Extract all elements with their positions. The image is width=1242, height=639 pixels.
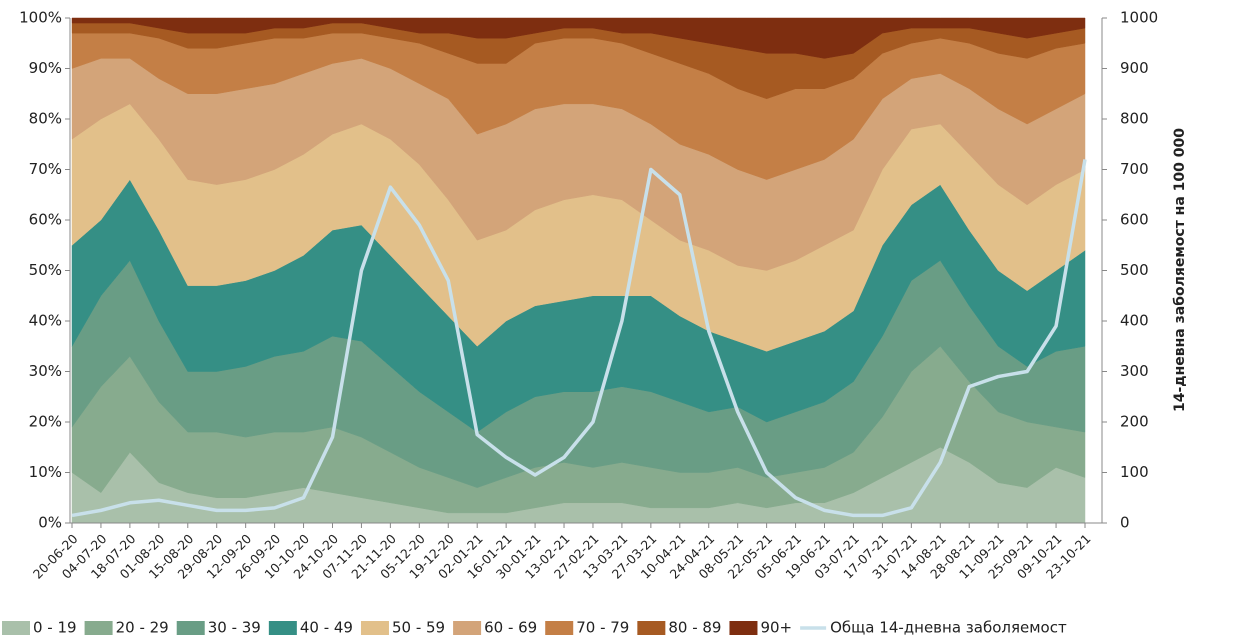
y2-tick-label: 200	[1120, 413, 1149, 431]
y2-tick-label: 800	[1120, 110, 1149, 128]
y2-tick-label: 600	[1120, 211, 1149, 229]
plot-areas	[71, 17, 1086, 524]
line	[71, 159, 1087, 518]
legend-label: 80 - 89	[668, 619, 721, 637]
y-tick-label: 10%	[29, 463, 62, 481]
y-tick-label: 0%	[38, 514, 62, 532]
y-tick-label: 40%	[29, 312, 62, 330]
y2-tick-label: 400	[1120, 312, 1149, 330]
legend-label: 90+	[760, 619, 792, 637]
y2-tick-label: 500	[1120, 261, 1149, 279]
y-tick-label: 30%	[29, 362, 62, 380]
y2-tick-label: 100	[1120, 463, 1149, 481]
legend-label: 20 - 29	[116, 619, 169, 637]
y2-axis-title: 14-дневна заболяемост на 100 000	[1172, 128, 1188, 412]
y-tick-label: 70%	[29, 160, 62, 178]
area	[71, 17, 1086, 59]
legend-swatch	[729, 621, 758, 635]
legend-swatch	[84, 621, 113, 635]
y2-tick-label: 0	[1120, 514, 1130, 532]
legend-label: 0 - 19	[33, 619, 77, 637]
legend-label: 70 - 79	[576, 619, 629, 637]
y-tick-label: 20%	[29, 413, 62, 431]
legend-label: Обща 14-дневна заболяемост	[830, 619, 1067, 637]
y2-tick-label: 900	[1120, 59, 1149, 77]
legend-swatch	[637, 621, 666, 635]
y-tick-label: 60%	[29, 211, 62, 229]
y-tick-label: 80%	[29, 110, 62, 128]
legend-swatch	[360, 621, 389, 635]
legend-swatch	[453, 621, 482, 635]
y2-tick-label: 1000	[1120, 9, 1158, 27]
legend-swatch	[2, 621, 30, 635]
y-tick-label: 90%	[29, 59, 62, 77]
legend-swatch	[545, 621, 574, 635]
y-tick-label: 50%	[29, 261, 62, 279]
legend-label: 30 - 39	[208, 619, 261, 637]
legend-label: 50 - 59	[392, 619, 445, 637]
legend-swatch	[268, 621, 297, 635]
legend-label: 40 - 49	[300, 619, 353, 637]
y2-tick-label: 700	[1120, 160, 1149, 178]
legend-label: 60 - 69	[484, 619, 537, 637]
legend-swatch	[176, 621, 205, 635]
y-tick-label: 100%	[19, 9, 62, 27]
y2-tick-label: 300	[1120, 362, 1149, 380]
